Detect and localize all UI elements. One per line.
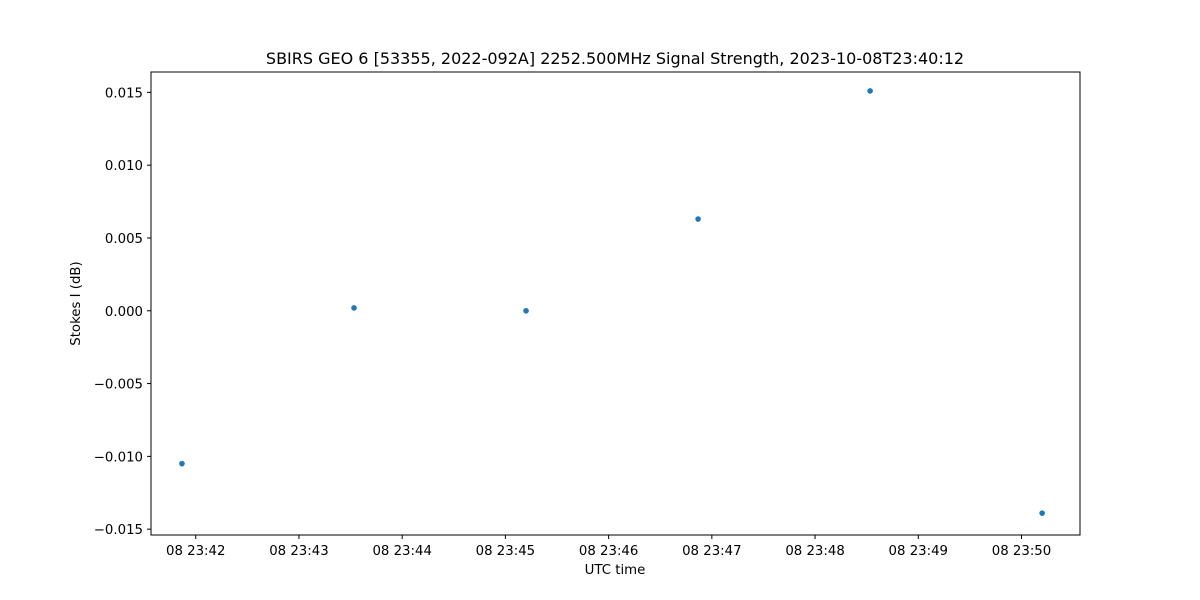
y-tick-label: 0.010 bbox=[105, 159, 143, 174]
plot-area-frame bbox=[150, 71, 1081, 536]
y-tick-label: −0.010 bbox=[94, 450, 143, 465]
data-points bbox=[179, 88, 1045, 516]
y-tick-label: −0.005 bbox=[94, 378, 143, 393]
data-point bbox=[1039, 510, 1045, 516]
x-tick-label: 08 23:48 bbox=[785, 544, 844, 559]
data-point bbox=[867, 88, 873, 94]
y-tick-label: 0.015 bbox=[105, 86, 143, 101]
x-tick-label: 08 23:45 bbox=[476, 544, 535, 559]
x-axis-label: UTC time bbox=[585, 563, 646, 578]
x-axis-ticks: 08 23:42 08 23:43 08 23:44 08 23:45 08 23:46… bbox=[166, 535, 1051, 559]
y-tick-label: 0.000 bbox=[105, 305, 143, 320]
x-tick-label: 08 23:49 bbox=[889, 544, 948, 559]
x-tick-label: 08 23:43 bbox=[269, 544, 328, 559]
x-tick-label: 08 23:47 bbox=[682, 544, 741, 559]
data-point bbox=[179, 460, 185, 467]
chart-title: SBIRS GEO 6 [53355, 2022-092A] 2252.500M… bbox=[266, 49, 964, 68]
y-tick-label: −0.015 bbox=[94, 523, 143, 538]
y-axis-ticks: 0.015 0.010 0.005 0.000 −0.005 −0.010 −0.015 bbox=[94, 86, 151, 538]
x-tick-label: 08 23:42 bbox=[166, 544, 225, 559]
x-tick-label: 08 23:44 bbox=[372, 544, 431, 559]
y-tick-label: 0.005 bbox=[105, 232, 143, 247]
x-tick-label: 08 23:46 bbox=[579, 544, 638, 559]
data-point bbox=[523, 307, 529, 314]
x-tick-label: 08 23:50 bbox=[992, 544, 1051, 559]
y-axis-label: Stokes I (dB) bbox=[69, 261, 84, 345]
data-point bbox=[695, 216, 701, 222]
data-point bbox=[351, 305, 357, 311]
